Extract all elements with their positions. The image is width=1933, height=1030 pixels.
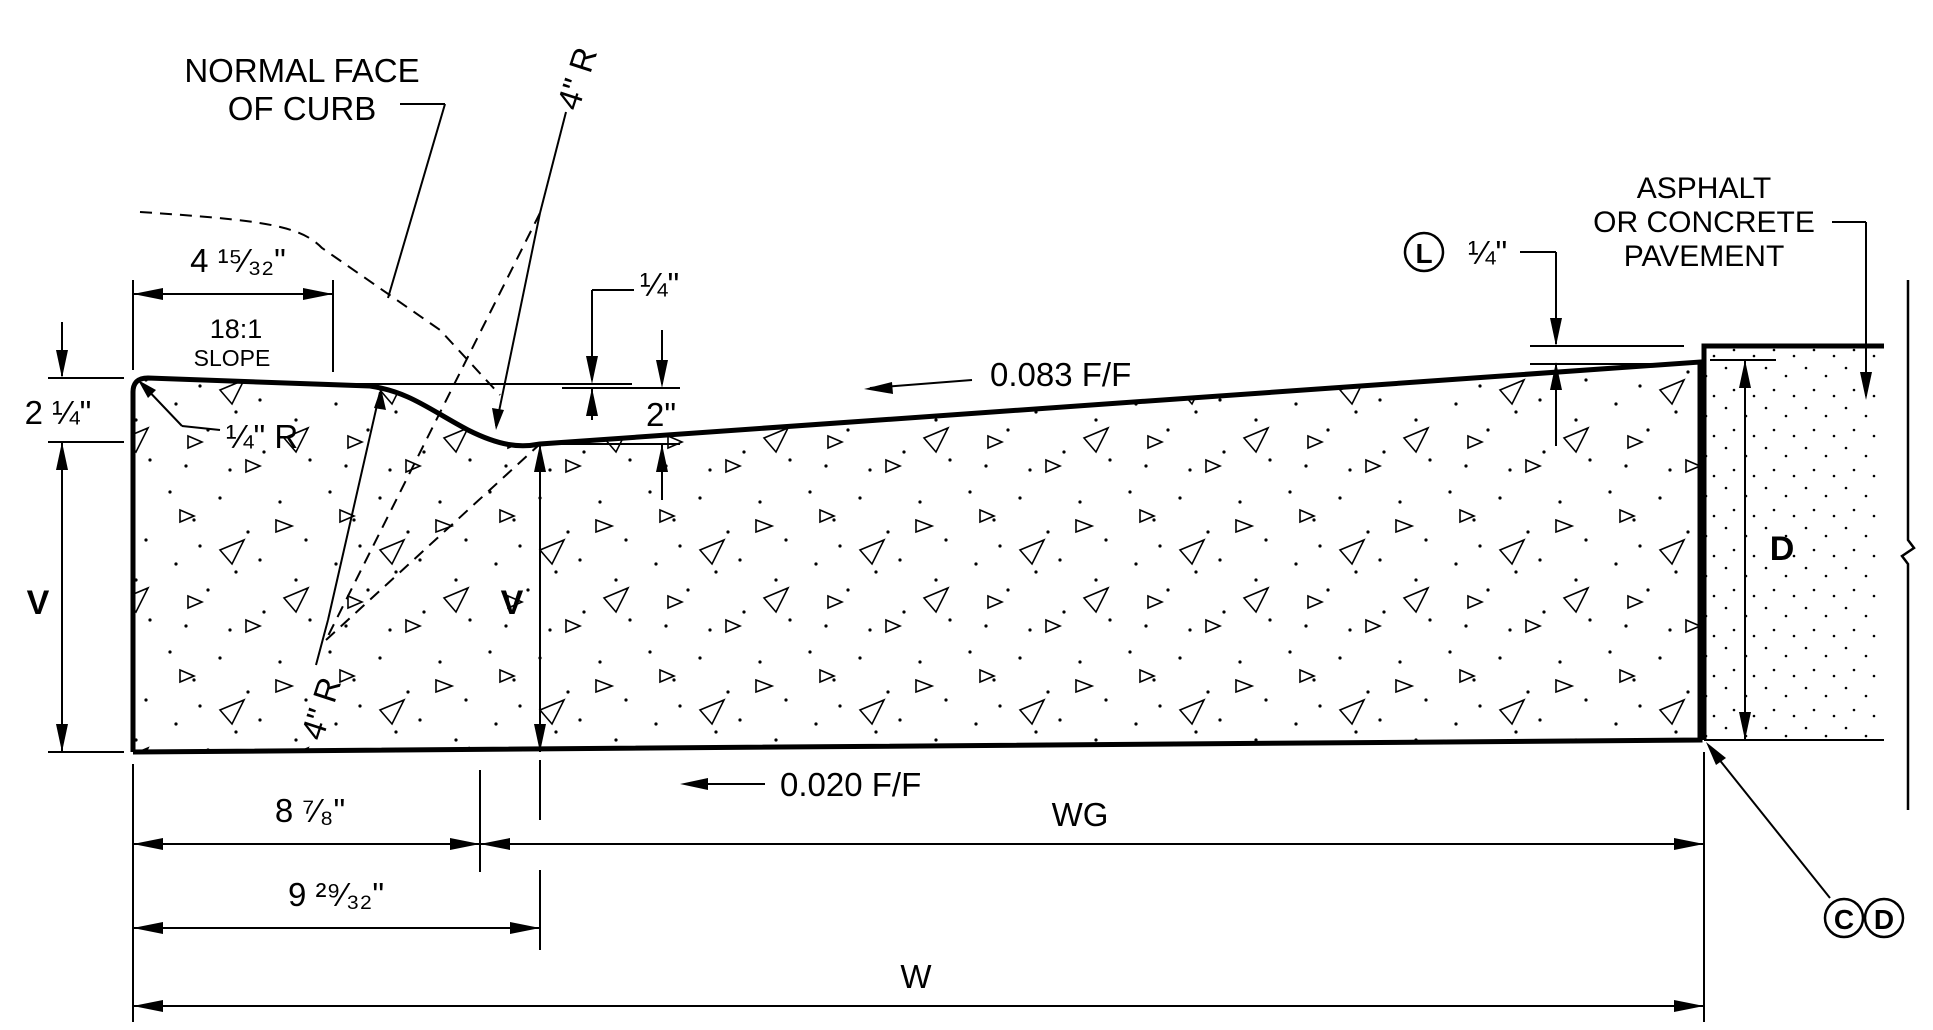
cross-slope-top-label: 0.083 F/F — [990, 356, 1131, 393]
gutter-outline — [130, 359, 1703, 755]
radius-dashed-2 — [325, 443, 541, 641]
asphalt-line3: PAVEMENT — [1624, 240, 1785, 273]
pavement-outline — [1701, 343, 1884, 740]
asphalt-line2: OR CONCRETE — [1593, 206, 1815, 239]
radius-top-leader — [539, 111, 567, 214]
dim-quarter-right-arrow-top — [1550, 318, 1562, 346]
w-label: W — [900, 958, 932, 995]
dim-w-arrow-right — [1674, 1000, 1704, 1012]
note-l-circle — [1403, 231, 1445, 273]
dim-9-29-32-arrow-right — [510, 922, 540, 934]
dim-quarter-top-label: ¼" — [640, 266, 679, 303]
dim-v-left-arrow-bottom — [56, 724, 68, 752]
note-cd-leader — [1709, 747, 1831, 899]
dim-4-15-32-label: 4 ¹⁵⁄₃₂" — [190, 242, 286, 279]
dim-4-15-32-arrow-left — [133, 288, 163, 300]
radius-top-label: 4" R — [549, 43, 604, 114]
cross-slope-bottom-arrowhead — [680, 778, 708, 790]
gutter-concrete-section — [133, 362, 1700, 752]
dim-wg-arrow-left — [480, 838, 510, 850]
note-c-label: C — [1834, 904, 1854, 935]
wg-label: WG — [1052, 796, 1109, 833]
quarter-radius-label: ¼" R — [226, 418, 298, 455]
dim-quarter-right-arrow-bottom — [1550, 362, 1562, 390]
cross-slope-top-arrowhead — [864, 382, 893, 394]
radius-bottom-arrow-line — [327, 391, 381, 621]
slope-ratio-label: 18:1 — [210, 314, 263, 344]
pavement-block — [1704, 348, 1880, 740]
dim-quarter-top-arrow — [586, 356, 598, 384]
v-mid-arrow-top — [534, 444, 546, 472]
v-mid-label: V — [501, 584, 524, 622]
dim-2in-arrow-bottom — [656, 444, 668, 472]
v-mid-arrow-bottom — [534, 724, 546, 752]
normal-face-dashed-line — [139, 211, 501, 396]
note-c-circle — [1823, 897, 1865, 939]
dim-2in-arrow-top — [656, 360, 668, 388]
d-label: D — [1770, 530, 1795, 568]
note-d-circle — [1863, 897, 1905, 939]
dim-v-left-arrow-top — [56, 442, 68, 470]
normal-face-label-line2: OF CURB — [228, 90, 377, 127]
dim-2-quarter-top-arrow — [56, 350, 68, 378]
dim-wg-arrow-right — [1674, 838, 1704, 850]
radius-top-arrow-line — [495, 212, 541, 427]
radius-bottom-leader — [315, 619, 329, 666]
note-d-label: D — [1874, 904, 1894, 935]
dim-4-15-32-arrow-right — [303, 288, 333, 300]
pavement-break-line — [1900, 280, 1916, 810]
dim-d-arrow-bottom — [1739, 712, 1751, 740]
note-l-label: L — [1415, 238, 1432, 269]
dim-d-arrow-top — [1739, 360, 1751, 388]
dim-2in-quarter-arrow-up — [586, 388, 598, 416]
dim-w-arrow-left — [133, 1000, 163, 1012]
note-cd-arrowhead — [1706, 742, 1726, 765]
dim-2-quarter-label: 2 ¼" — [25, 394, 92, 431]
normal-face-leader — [387, 103, 446, 299]
normal-face-label-line1: NORMAL FACE — [184, 52, 419, 89]
dim-8-7-8-label: 8 ⁷⁄₈" — [275, 792, 345, 829]
asphalt-leader-arrow — [1860, 372, 1872, 400]
dim-quarter-right-label: ¼" — [1468, 234, 1507, 271]
quarter-radius-tail — [181, 425, 221, 431]
slope-word-label: SLOPE — [194, 345, 271, 371]
dim-2in-label: 2" — [646, 396, 676, 433]
radius-bottom-arrowhead — [374, 388, 386, 410]
dim-8-7-8-arrow-right — [450, 838, 480, 850]
dim-9-29-32-arrow-left — [133, 922, 163, 934]
dim-8-7-8-arrow-left — [133, 838, 163, 850]
v-left-label: V — [27, 584, 50, 622]
dim-9-29-32-label: 9 ²⁹⁄₃₂" — [288, 876, 384, 913]
quarter-radius-arrowhead — [138, 380, 156, 398]
cross-slope-bottom-label: 0.020 F/F — [780, 766, 921, 803]
radius-top-arrowhead — [492, 408, 504, 430]
asphalt-line1: ASPHALT — [1637, 172, 1772, 205]
